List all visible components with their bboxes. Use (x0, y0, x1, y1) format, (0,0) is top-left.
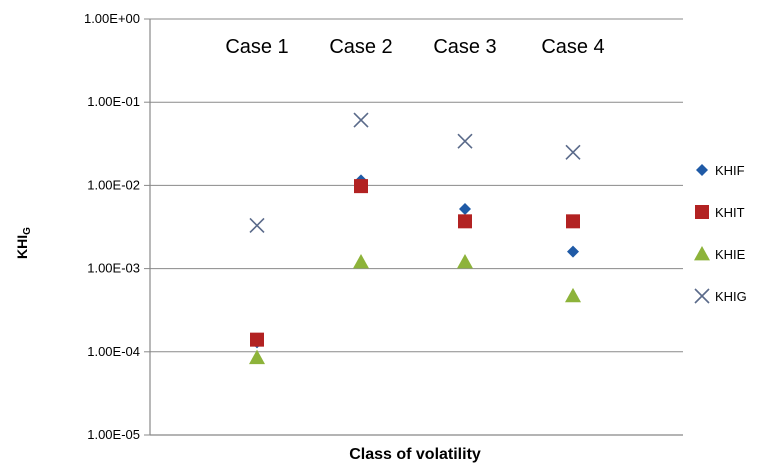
point-khig-2 (353, 112, 369, 128)
y-tick-label-2: 1.00E-02 (87, 177, 140, 192)
category-labels: Case 1 Case 2 Case 3 Case 4 (225, 36, 604, 58)
point-khit-4 (566, 214, 580, 229)
point-khie-3 (457, 254, 473, 269)
legend-item-khig: KHIG (694, 288, 747, 304)
legend-marker-khig (694, 288, 710, 304)
legend-label-khit: KHIT (715, 205, 745, 220)
y-tick-label-4: 1.00E-04 (87, 344, 140, 359)
legend-marker-khif (696, 164, 708, 176)
category-label-3: Case 4 (541, 36, 604, 58)
legend-item-khie: KHIE (694, 246, 746, 262)
legend-label-khif: KHIF (715, 163, 745, 178)
legend-label-khie: KHIE (715, 247, 746, 262)
point-khit-1 (250, 332, 264, 347)
legend-item-khit: KHIT (695, 205, 745, 220)
category-label-2: Case 3 (433, 36, 496, 58)
point-khit-2 (354, 179, 368, 194)
y-tick-label-5: 1.00E-05 (87, 427, 140, 442)
gridlines (150, 18, 683, 436)
point-khie-2 (353, 254, 369, 269)
data-points (249, 112, 581, 365)
y-axis-label-subscript: G (22, 227, 33, 235)
legend-item-khif: KHIF (696, 163, 745, 178)
point-khie-4 (565, 287, 581, 303)
y-tick-label-0: 1.00E+00 (84, 11, 140, 26)
legend-marker-khit (695, 205, 709, 219)
legend: KHIF KHIT KHIE KHIG (694, 163, 747, 304)
y-axis-label-main: KHI (14, 235, 30, 259)
category-label-1: Case 2 (329, 36, 392, 58)
point-khig-1 (249, 217, 265, 234)
point-khig-3 (457, 133, 473, 149)
point-khig-4 (565, 144, 581, 160)
legend-label-khig: KHIG (715, 289, 747, 304)
category-label-0: Case 1 (225, 36, 288, 58)
y-tick-label-1: 1.00E-01 (87, 94, 140, 109)
legend-marker-khie (694, 246, 710, 261)
y-tick-label-3: 1.00E-03 (87, 261, 140, 276)
point-khif-3 (459, 203, 471, 216)
x-axis-label: Class of volatility (349, 446, 481, 463)
axes (144, 18, 151, 436)
y-axis-label: KHIG (14, 227, 33, 259)
point-khif-4 (567, 245, 579, 258)
point-khie-1 (249, 349, 265, 365)
y-tick-labels: 1.00E+00 1.00E-01 1.00E-02 1.00E-03 1.00E-04… (84, 11, 140, 442)
point-khit-3 (458, 214, 472, 229)
